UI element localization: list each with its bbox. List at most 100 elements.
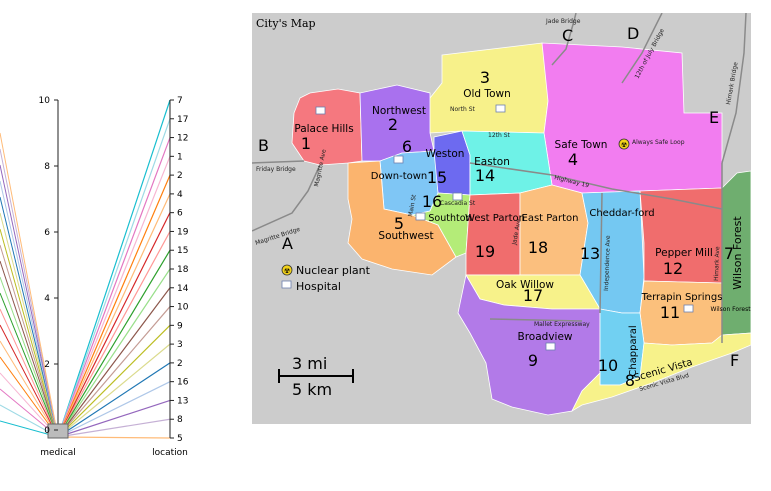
pcp-polyline-left (0, 244, 59, 438)
point-label-d: D (627, 24, 639, 43)
districts-layer (291, 42, 751, 416)
pcp-polyline-left (0, 132, 59, 438)
pcp-polyline (57, 362, 171, 438)
pcp-polyline-left (0, 276, 59, 438)
legend-nuclear-label: Nuclear plant (296, 264, 371, 277)
district-5-southwest (347, 160, 457, 276)
district-name-southton: Southton (428, 213, 471, 224)
location-tick-label: 3 (177, 340, 183, 350)
hospital-markers (315, 104, 694, 351)
location-tick-label: 12 (177, 134, 188, 144)
pcp-polyline (57, 156, 171, 438)
district-number-1: 1 (301, 134, 311, 153)
location-tick-label: 10 (177, 303, 189, 313)
district-number-19: 19 (475, 242, 495, 261)
point-label-f: F (730, 351, 739, 370)
location-tick-label: 6 (177, 209, 183, 219)
pcp-polyline-left (0, 292, 59, 438)
district-number-12: 12 (663, 259, 683, 278)
friday-bridge-road (252, 160, 305, 164)
legend-hospital-icon (281, 280, 292, 289)
city-map: City's Map A B C D E F 1 2 3 4 5 6 7 8 9… (252, 13, 751, 424)
road-name-always-safe-loop: Always Safe Loop (632, 139, 685, 146)
point-label-e: E (709, 108, 719, 127)
pcp-polyline (57, 268, 171, 438)
medical-tick-label: 4 (44, 294, 50, 304)
point-label-b: B (258, 136, 269, 155)
location-tick-label: 19 (177, 227, 189, 237)
road-name-himark-ave: Himark Ave (713, 246, 721, 281)
pcp-polyline-left (0, 260, 59, 438)
district-name-west-parton: West Parton (465, 213, 525, 224)
road-name-main-st: Main St (407, 193, 418, 217)
magritte-bridge-road (252, 164, 321, 232)
pcp-polyline (57, 306, 171, 438)
pcp-polyline (57, 436, 171, 439)
district-name-terrapin-springs: Terrapin Springs (641, 292, 723, 303)
location-tick-label: 17 (177, 115, 188, 125)
scale-miles-label: 3 mi (292, 354, 327, 373)
district-name-safe-town: Safe Town (555, 139, 608, 151)
district-number-16: 16 (422, 192, 442, 211)
point-label-c: C (562, 26, 573, 45)
district-number-13: 13 (580, 244, 600, 263)
pcp-polyline (57, 137, 171, 438)
hospital-icon (415, 212, 426, 221)
district-name-chapparal: Chapparal (628, 325, 639, 376)
district-name-old-town: Old Town (463, 88, 510, 100)
location-tick-label: 13 (177, 396, 188, 406)
location-tick-label: 15 (177, 246, 188, 256)
medical-tick-label: 8 (44, 162, 50, 172)
district-8-scenic-vista (571, 332, 751, 413)
pcp-polyline-left (0, 340, 59, 438)
location-tick-label: 8 (177, 415, 183, 425)
pcp-polyline (57, 193, 171, 438)
medical-axis-label: medical (40, 448, 75, 458)
pcp-polyline (57, 249, 171, 438)
district-name-oak-willow: Oak Willow (496, 279, 554, 291)
nuclear-symbol: ☢ (621, 141, 627, 149)
pcp-polyline (57, 231, 171, 438)
district-name-northwest: Northwest (372, 105, 426, 117)
pcp-polyline (57, 174, 171, 438)
district-name-cheddarford: Cheddar-ford (589, 208, 654, 219)
mallet-expressway-road (489, 318, 583, 322)
axis-brush[interactable] (47, 423, 69, 439)
hospital-icon (315, 106, 326, 115)
district-number-17: 17 (523, 286, 543, 305)
location-tick-label: 14 (177, 284, 189, 294)
road-name-cascadia-st: Cascadia St (440, 200, 476, 207)
location-tick-label: 9 (177, 321, 183, 331)
district-name-palace-hills: Palace Hills (294, 123, 353, 135)
pcp-polyline-left (0, 196, 59, 438)
hospital-icon (495, 104, 506, 113)
road-name-independence-ave: Independence Ave (603, 235, 612, 291)
location-axis-label: location (152, 448, 188, 458)
pcp-polyline (57, 324, 171, 438)
road-name-north-st: North St (450, 106, 475, 113)
district-number-18: 18 (528, 238, 548, 257)
pcp-polyline-left (0, 180, 59, 438)
pcp-polyline (57, 118, 171, 438)
district-name-east-parton: East Parton (522, 213, 579, 224)
location-tick-label: 5 (177, 434, 183, 444)
pcp-polyline (57, 212, 171, 438)
medical-tick-label: 10 (39, 96, 51, 106)
map-title: City's Map (256, 17, 316, 30)
pcp-polyline (57, 287, 171, 438)
hospital-icon (683, 304, 694, 313)
district-number-6: 6 (402, 137, 412, 156)
hospital-icon (452, 192, 463, 201)
road-name-friday-bridge: Friday Bridge (256, 166, 296, 173)
district-names: Palace Hills Northwest Old Town Safe Tow… (294, 88, 744, 384)
pcp-polyline-left (0, 308, 59, 438)
district-number-7: 7 (724, 244, 734, 263)
independence-ave-road (599, 192, 603, 314)
location-tick-label: 16 (177, 378, 189, 388)
legend-nuclear-symbol: ☢ (284, 267, 290, 275)
district-name-easton: Easton (474, 156, 510, 168)
pcp-polyline (57, 399, 171, 438)
legend-nuclear-icon (281, 264, 293, 276)
july-bridge-road (621, 13, 663, 84)
medical-tick-label: 2 (44, 360, 50, 370)
